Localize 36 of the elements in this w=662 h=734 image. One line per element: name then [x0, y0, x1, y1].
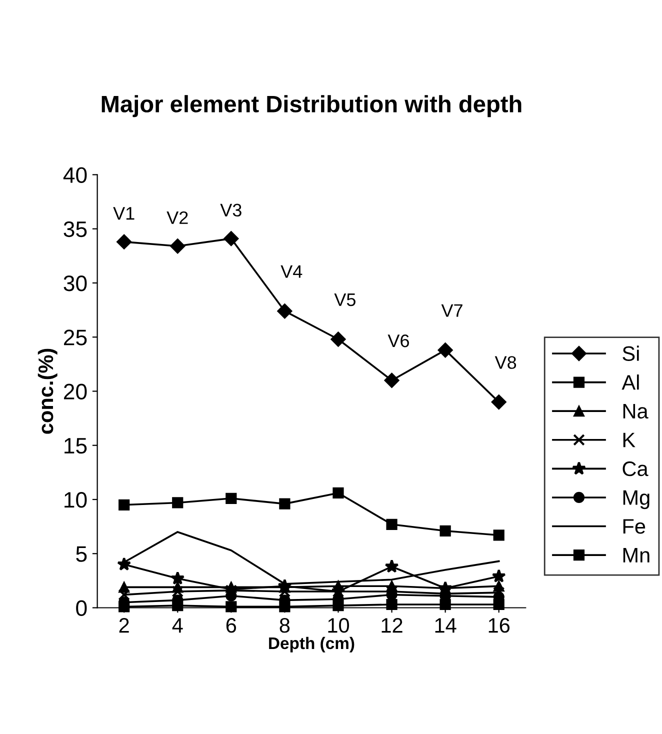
y-tick-label: 15 [64, 438, 87, 454]
legend-label: Mg [623, 490, 650, 510]
annotation: V6 [388, 334, 409, 348]
x-tick-label: 16 [488, 618, 510, 633]
legend-label: Ca [622, 461, 648, 476]
legend-label: Fe [623, 519, 646, 534]
annotation: V8 [494, 356, 516, 369]
y-tick-label: 0 [76, 600, 87, 616]
x-tick-label: 6 [226, 618, 236, 633]
annotation: V5 [334, 294, 356, 306]
y-tick-label: 10 [64, 492, 87, 508]
x-tick-label: 10 [328, 618, 350, 633]
legend-label: Na [623, 404, 648, 419]
y-tick-label: 25 [64, 330, 87, 346]
y-tick-label: 35 [64, 221, 87, 238]
y-tick-label: 30 [64, 275, 87, 292]
annotation: V1 [113, 207, 134, 220]
x-tick-label: 12 [382, 618, 402, 633]
y-axis-title: conc.(%) [38, 348, 58, 434]
chart-title: Major element Distribution with depth [102, 95, 522, 118]
y-tick-label: 40 [63, 167, 87, 183]
annotation: V4 [280, 265, 302, 278]
legend-label: Al [622, 374, 639, 390]
x-tick-label: 8 [280, 618, 290, 633]
y-tick-label: 5 [76, 546, 87, 562]
legend-label: K [623, 432, 636, 448]
x-axis-title: Depth (cm) [269, 636, 354, 652]
legend-label: Mn [623, 548, 650, 562]
x-tick-label: 2 [119, 618, 129, 633]
annotation: V3 [220, 204, 242, 217]
x-tick-label: 14 [435, 618, 456, 633]
x-tick-label: 4 [172, 618, 183, 633]
legend-label: Si [622, 346, 639, 361]
y-tick-label: 20 [64, 384, 87, 400]
annotation: V2 [166, 211, 188, 224]
annotation: V7 [441, 304, 462, 317]
